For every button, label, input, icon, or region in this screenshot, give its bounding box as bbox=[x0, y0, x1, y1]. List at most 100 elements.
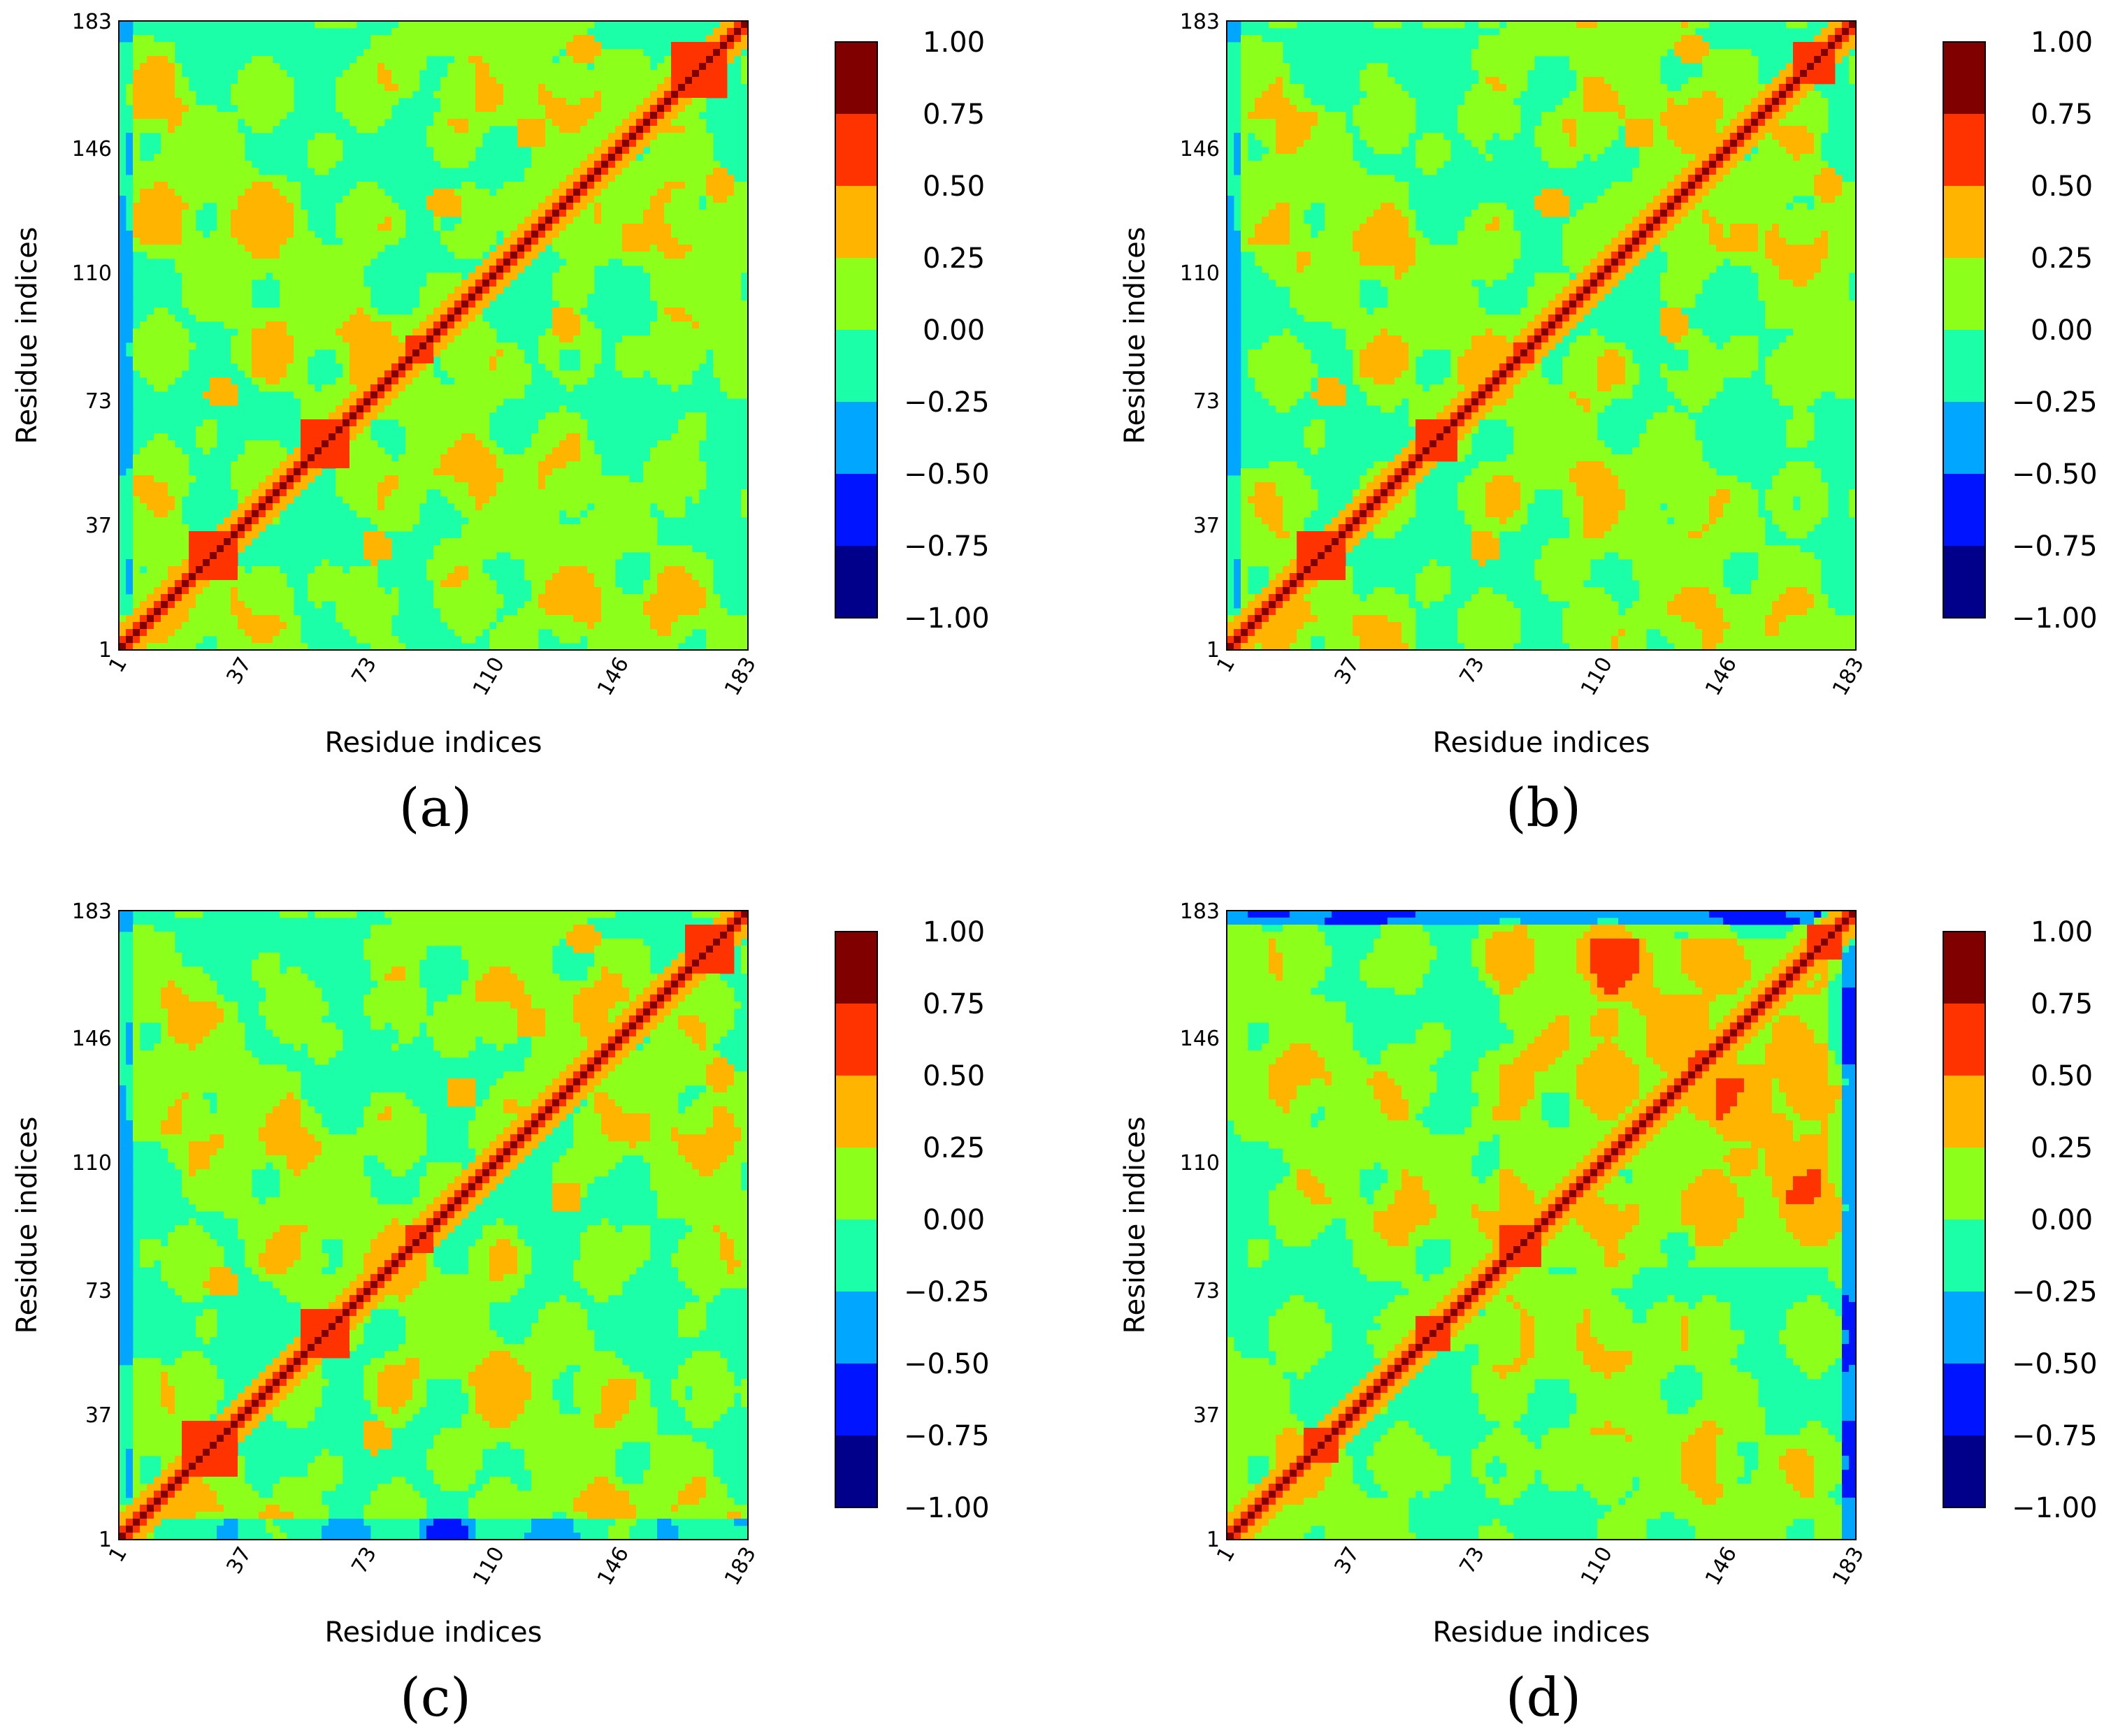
heatmap-cell bbox=[545, 175, 553, 182]
heatmap-cell bbox=[503, 517, 511, 525]
heatmap-cell bbox=[650, 217, 658, 224]
heatmap-cell bbox=[238, 503, 245, 511]
heatmap-cell bbox=[524, 363, 532, 371]
heatmap-cell bbox=[301, 231, 308, 238]
heatmap-cell bbox=[175, 147, 182, 154]
heatmap-cell bbox=[412, 384, 420, 392]
heatmap-cell bbox=[685, 42, 693, 50]
heatmap-cell bbox=[370, 475, 378, 483]
heatmap-cell bbox=[566, 384, 574, 392]
heatmap-cell bbox=[126, 147, 134, 154]
heatmap-cell bbox=[510, 489, 518, 497]
heatmap-cell bbox=[322, 342, 329, 350]
heatmap-cell bbox=[580, 594, 588, 602]
heatmap-cell bbox=[273, 70, 280, 78]
heatmap-cell bbox=[182, 203, 189, 210]
heatmap-cell bbox=[678, 496, 686, 504]
heatmap-cell bbox=[454, 447, 462, 455]
heatmap-cell bbox=[678, 489, 686, 497]
heatmap-cell bbox=[636, 252, 644, 259]
heatmap-cell bbox=[329, 273, 336, 280]
heatmap-cell bbox=[559, 98, 567, 106]
heatmap-cell bbox=[559, 182, 567, 189]
heatmap-cell bbox=[252, 482, 259, 490]
heatmap-cell bbox=[440, 405, 448, 413]
heatmap-cell bbox=[154, 196, 161, 203]
heatmap-cell bbox=[398, 335, 406, 343]
heatmap-cell bbox=[622, 140, 630, 147]
heatmap-cell bbox=[294, 468, 301, 476]
heatmap-cell bbox=[510, 517, 518, 525]
heatmap-cell bbox=[454, 294, 462, 301]
heatmap-cell bbox=[559, 419, 567, 427]
heatmap-cell bbox=[259, 482, 266, 490]
heatmap-cell bbox=[440, 91, 448, 99]
heatmap-cell bbox=[468, 573, 476, 581]
heatmap-cell bbox=[280, 503, 287, 511]
heatmap-cell bbox=[678, 189, 686, 196]
heatmap-cell bbox=[245, 175, 252, 182]
heatmap-cell bbox=[566, 489, 574, 497]
heatmap-cell bbox=[552, 342, 560, 350]
heatmap-cell bbox=[559, 538, 567, 546]
heatmap-cell bbox=[154, 531, 161, 539]
heatmap-cell bbox=[210, 308, 217, 315]
heatmap-cell bbox=[454, 391, 462, 399]
heatmap-cell bbox=[538, 594, 546, 602]
heatmap-cell bbox=[419, 496, 427, 504]
heatmap-cell bbox=[482, 126, 490, 133]
heatmap-cell bbox=[147, 440, 154, 448]
heatmap-cell bbox=[175, 482, 182, 490]
heatmap-cell bbox=[119, 391, 127, 399]
heatmap-cell bbox=[266, 308, 273, 315]
heatmap-cell bbox=[552, 566, 560, 574]
heatmap-cell bbox=[140, 91, 147, 99]
heatmap-cell bbox=[559, 280, 567, 287]
heatmap-cell bbox=[231, 587, 238, 595]
heatmap-cell bbox=[440, 447, 448, 455]
heatmap-cell bbox=[510, 531, 518, 539]
heatmap-cell bbox=[524, 559, 532, 567]
heatmap-cell bbox=[545, 468, 553, 476]
heatmap-cell bbox=[524, 370, 532, 378]
heatmap-cell bbox=[391, 384, 399, 392]
heatmap-a bbox=[118, 20, 749, 651]
heatmap-cell bbox=[133, 56, 141, 64]
heatmap-cell bbox=[259, 203, 266, 210]
heatmap-cell bbox=[671, 147, 679, 154]
heatmap-cell bbox=[573, 566, 581, 574]
heatmap-cell bbox=[454, 356, 462, 364]
heatmap-cell bbox=[636, 217, 644, 224]
heatmap-cell bbox=[482, 259, 490, 266]
heatmap-cell bbox=[384, 398, 392, 406]
heatmap-cell bbox=[461, 140, 469, 147]
heatmap-cell bbox=[154, 587, 161, 595]
heatmap-cell bbox=[468, 342, 476, 350]
heatmap-cell bbox=[538, 77, 546, 85]
heatmap-cell bbox=[503, 217, 511, 224]
heatmap-cell bbox=[280, 105, 287, 113]
heatmap-cell bbox=[566, 273, 574, 280]
heatmap-cell bbox=[384, 363, 392, 371]
heatmap-cell bbox=[594, 475, 602, 483]
heatmap-cell bbox=[559, 84, 567, 92]
heatmap-cell bbox=[370, 342, 378, 350]
heatmap-cell bbox=[678, 175, 686, 182]
heatmap-cell bbox=[671, 203, 679, 210]
heatmap-cell bbox=[245, 622, 252, 630]
heatmap-cell bbox=[440, 398, 448, 406]
heatmap-cell bbox=[475, 398, 483, 406]
heatmap-cell bbox=[587, 566, 595, 574]
heatmap-cell bbox=[622, 496, 630, 504]
heatmap-cell bbox=[475, 217, 483, 224]
heatmap-cell bbox=[664, 356, 672, 364]
heatmap-cell bbox=[629, 643, 637, 651]
heatmap-cell bbox=[545, 363, 553, 371]
heatmap-cell bbox=[517, 189, 525, 196]
heatmap-cell bbox=[468, 49, 476, 57]
heatmap-cell bbox=[419, 440, 427, 448]
heatmap-cell bbox=[468, 280, 476, 287]
heatmap-cell bbox=[182, 587, 189, 595]
heatmap-cell bbox=[322, 280, 329, 287]
heatmap-cell bbox=[231, 461, 238, 469]
